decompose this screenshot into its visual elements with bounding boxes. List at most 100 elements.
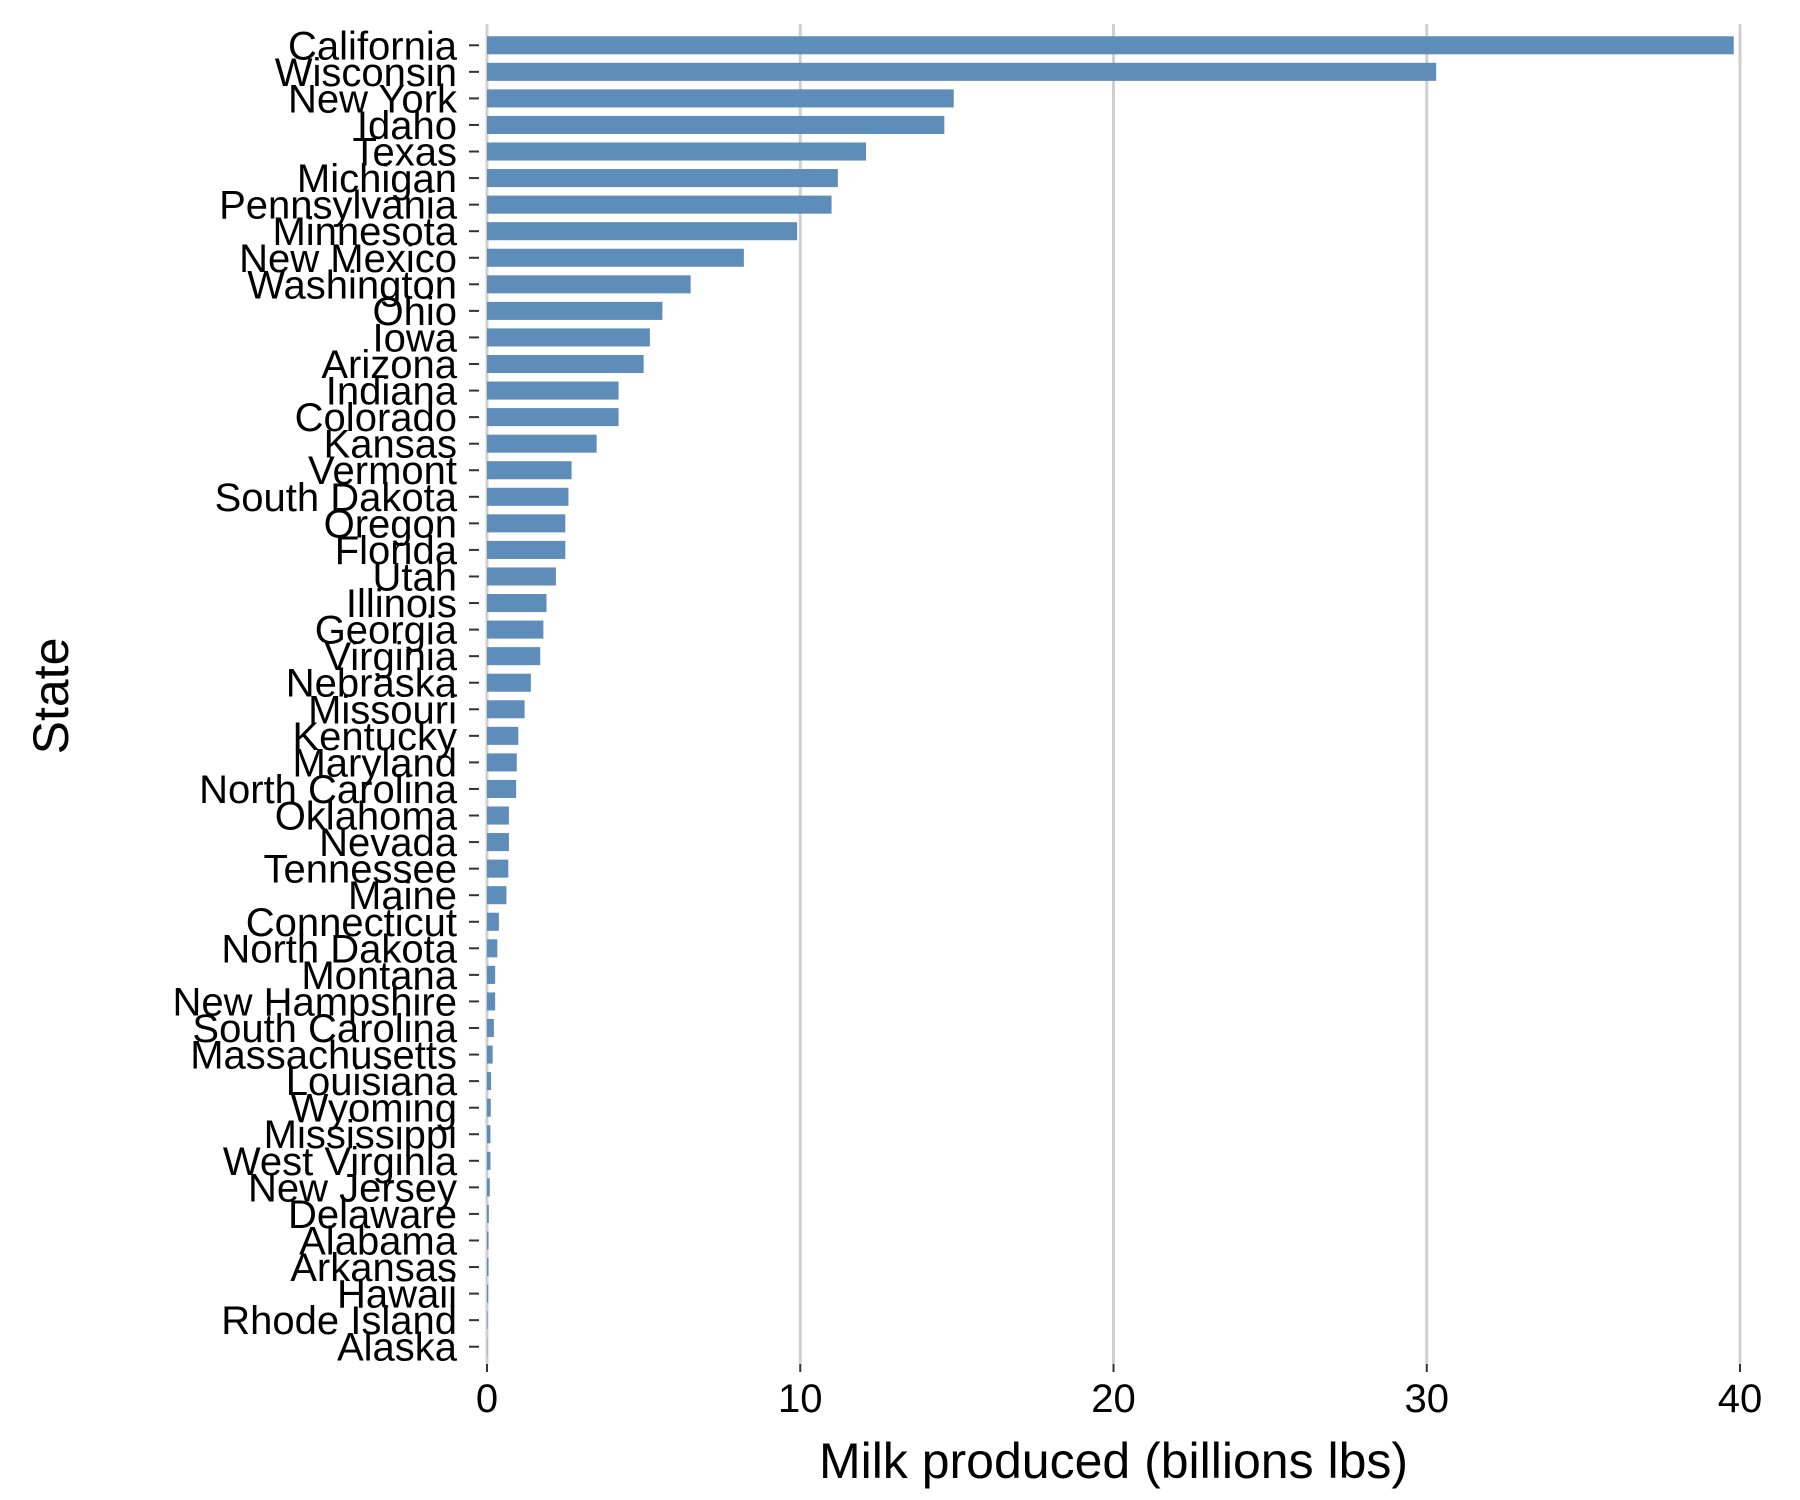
bar <box>487 408 619 427</box>
bar <box>487 301 663 320</box>
bar <box>487 965 496 984</box>
bar <box>487 939 498 958</box>
bar <box>487 726 519 745</box>
bar <box>487 461 572 480</box>
category-label: West Virginia <box>223 1140 458 1184</box>
bar <box>487 859 509 878</box>
category-label: Maryland <box>292 741 457 785</box>
category-label: Virginia <box>324 635 457 679</box>
category-label: Alabama <box>299 1219 458 1263</box>
category-label: Arizona <box>321 343 457 387</box>
bar <box>487 673 531 692</box>
category-label: Utah <box>373 555 458 599</box>
category-label: Tennessee <box>264 848 457 892</box>
category-label: Louisiana <box>286 1060 458 1104</box>
bar <box>487 36 1734 55</box>
category-label: Connecticut <box>246 901 457 945</box>
category-label: Iowa <box>373 316 458 360</box>
bar <box>487 1098 491 1117</box>
category-label: Washington <box>247 263 457 307</box>
bar <box>487 487 569 506</box>
bar <box>487 620 544 639</box>
bar <box>487 381 619 400</box>
bar <box>487 912 499 931</box>
category-label: Minnesota <box>272 210 457 254</box>
x-tick-label: 20 <box>1091 1377 1136 1421</box>
category-label: Pennsylvania <box>219 184 458 228</box>
bar <box>487 779 517 798</box>
category-label: Illinois <box>346 582 457 626</box>
bar <box>487 115 945 134</box>
bar <box>487 1258 489 1277</box>
bars <box>487 36 1734 1356</box>
category-label: Massachusetts <box>190 1034 457 1078</box>
category-label: Texas <box>353 131 458 175</box>
y-axis-title: State <box>23 638 79 755</box>
bar <box>487 248 744 267</box>
bar <box>487 1311 488 1330</box>
category-label: Colorado <box>295 396 457 440</box>
bar <box>487 89 954 108</box>
bar <box>487 1204 489 1223</box>
bar <box>487 992 496 1011</box>
category-label: Alaska <box>337 1326 458 1370</box>
category-label: Wisconsin <box>275 51 457 95</box>
bar <box>487 1178 490 1197</box>
category-label: Vermont <box>308 449 457 493</box>
x-axis-title: Milk produced (billions lbs) <box>819 1433 1408 1489</box>
bar <box>487 354 644 374</box>
bar <box>487 62 1437 81</box>
category-label: Ohio <box>373 290 458 334</box>
bar <box>487 540 566 559</box>
category-label: North Dakota <box>221 927 457 971</box>
bar <box>487 567 556 586</box>
bar <box>487 434 597 453</box>
category-label: Rhode Island <box>221 1299 457 1343</box>
category-label: Missouri <box>308 688 457 732</box>
category-label: California <box>288 24 458 68</box>
category-label: North Carolina <box>199 768 458 812</box>
category-label: New Jersey <box>248 1166 457 1210</box>
category-label: Oklahoma <box>275 795 458 839</box>
bar <box>487 328 650 347</box>
category-label: Montana <box>301 954 457 998</box>
category-label: Mississippi <box>264 1113 457 1157</box>
bar <box>487 594 547 613</box>
bar <box>487 1045 493 1064</box>
category-label: Georgia <box>315 609 458 653</box>
bar <box>487 753 517 772</box>
category-label: New Mexico <box>239 237 457 281</box>
x-tick-label: 0 <box>476 1377 498 1421</box>
bar <box>487 806 509 825</box>
category-label: Kentucky <box>292 715 457 759</box>
category-label: Idaho <box>357 104 457 148</box>
x-tick-label: 40 <box>1718 1377 1763 1421</box>
category-label: Michigan <box>297 157 457 201</box>
bar <box>487 169 838 188</box>
category-label: Oregon <box>324 502 457 546</box>
category-label: New York <box>288 77 458 121</box>
bar <box>487 1231 489 1250</box>
bar <box>487 275 691 294</box>
x-tick-label: 10 <box>778 1377 823 1421</box>
bar <box>487 700 525 719</box>
bar <box>487 195 832 214</box>
category-label: Maine <box>348 874 457 918</box>
bar <box>487 1018 494 1038</box>
bar <box>487 514 566 533</box>
x-tick-label: 30 <box>1405 1377 1450 1421</box>
category-label: Delaware <box>288 1193 457 1237</box>
bar <box>487 1125 491 1144</box>
bar <box>487 886 507 905</box>
category-label: Kansas <box>324 423 457 467</box>
category-label: Nebraska <box>286 662 458 706</box>
bar <box>487 1284 489 1303</box>
bar <box>487 1072 492 1091</box>
bar <box>487 142 867 161</box>
category-label: Nevada <box>319 821 458 865</box>
bar <box>487 647 541 666</box>
bar <box>487 1151 491 1170</box>
category-label: Hawaii <box>337 1273 457 1317</box>
